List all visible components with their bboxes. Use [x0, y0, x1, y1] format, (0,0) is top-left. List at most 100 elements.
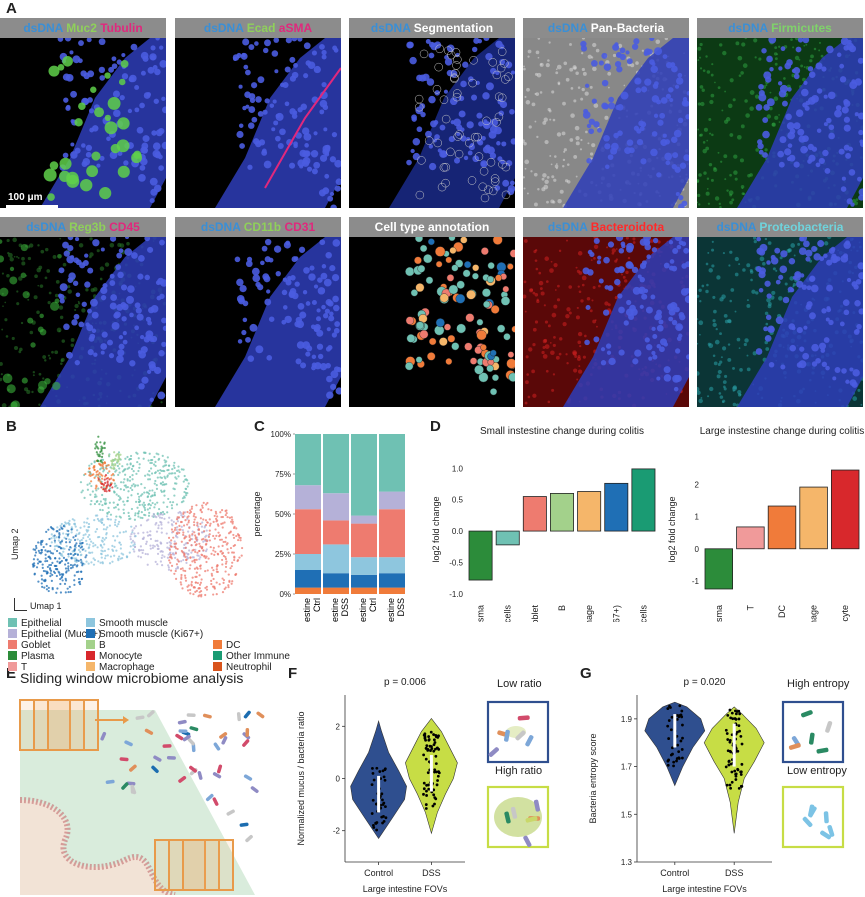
nucleus-dot: [59, 298, 65, 304]
umap-point: [64, 521, 67, 524]
data-point: [380, 798, 384, 802]
umap-point: [122, 500, 125, 503]
segmentation-outline: [492, 118, 501, 127]
data-point: [382, 819, 386, 823]
nucleus-dot: [106, 136, 111, 142]
reg3b-blob: [0, 287, 9, 297]
nucleus-dot: [418, 74, 427, 82]
umap-point: [111, 458, 114, 462]
umap-point: [166, 456, 169, 459]
umap-point: [143, 506, 146, 510]
umap-point: [201, 554, 204, 557]
texture-dot: [554, 289, 557, 291]
stacked-bar-segment: [351, 557, 377, 575]
umap-point: [124, 530, 128, 533]
umap-point: [121, 465, 124, 468]
texture-dot: [19, 347, 23, 352]
umap-point: [205, 560, 208, 564]
nucleus-dot: [159, 60, 166, 68]
umap-point: [78, 580, 82, 583]
umap-point: [143, 491, 146, 494]
x-tick-label: Small IntestineDSS: [386, 598, 406, 622]
umap-point: [60, 559, 64, 563]
data-point: [435, 770, 438, 774]
umap-point: [213, 587, 216, 590]
nucleus-dot: [293, 63, 298, 68]
umap-point: [127, 511, 130, 514]
nucleus-dot: [651, 350, 656, 356]
umap-point: [155, 521, 158, 525]
nucleus-dot: [269, 103, 275, 108]
legend-label: Goblet: [21, 640, 51, 651]
bar: [767, 505, 797, 550]
umap-point: [97, 435, 100, 438]
nucleus-dot: [284, 315, 292, 324]
tile-image: [523, 38, 689, 208]
nucleus-dot: [811, 361, 818, 367]
nucleus-dot: [121, 52, 126, 58]
umap-point: [142, 531, 145, 534]
umap-point: [45, 588, 49, 591]
umap-point: [183, 574, 187, 577]
nucleus-dot: [111, 321, 120, 330]
nucleus-dot: [98, 66, 106, 74]
nucleus-dot: [139, 157, 148, 166]
texture-dot: [557, 198, 562, 204]
nucleus-dot: [678, 240, 684, 246]
umap-point: [222, 581, 225, 584]
umap-point: [194, 581, 198, 584]
texture-dot: [702, 141, 706, 144]
umap-point: [180, 573, 183, 577]
nucleus-dot: [116, 303, 124, 311]
umap-point: [83, 525, 86, 528]
nucleus-dot: [686, 354, 689, 360]
data-point: [738, 712, 742, 716]
umap-point: [77, 548, 81, 552]
data-point: [370, 783, 374, 787]
nucleus-dot: [277, 142, 284, 149]
p-value: p = 0.020: [684, 677, 726, 688]
umap-point: [73, 523, 76, 526]
umap-point: [150, 472, 154, 475]
umap-point: [95, 484, 98, 487]
umap-point: [122, 531, 125, 534]
nucleus-dot: [619, 53, 626, 61]
nucleus-dot: [134, 325, 140, 331]
umap-point: [175, 567, 178, 571]
umap-point: [149, 504, 152, 507]
texture-dot: [625, 270, 629, 275]
muc2-blob: [117, 117, 130, 130]
nucleus-dot: [805, 304, 812, 310]
umap-point: [75, 570, 78, 574]
cell-annotation-dot: [463, 260, 472, 269]
umap-point: [139, 516, 142, 519]
texture-dot: [532, 342, 536, 347]
umap-point: [113, 545, 116, 548]
legend-item: Plasma: [8, 651, 54, 662]
tile-channel-label: dsDNA: [547, 220, 588, 234]
nucleus-dot: [633, 38, 640, 45]
texture-dot: [27, 298, 30, 301]
texture-dot: [705, 191, 710, 196]
nucleus-dot: [471, 46, 478, 53]
umap-point: [117, 459, 120, 462]
nucleus-dot: [118, 248, 124, 254]
nucleus-dot: [69, 50, 74, 55]
umap-point: [58, 536, 61, 539]
umap-point: [157, 453, 160, 456]
texture-dot: [562, 322, 567, 327]
texture-dot: [713, 167, 718, 172]
umap-point: [114, 506, 117, 509]
nucleus-dot: [799, 346, 805, 352]
data-point: [429, 749, 432, 752]
segmentation-outline: [435, 44, 444, 54]
bacterium: [153, 755, 162, 762]
nucleus-dot: [335, 387, 341, 395]
umap-point: [188, 567, 191, 570]
data-point: [427, 738, 431, 742]
texture-dot: [813, 47, 817, 51]
segmentation-outline: [424, 136, 434, 145]
texture-dot: [523, 67, 526, 71]
cell-annotation-dot: [427, 238, 435, 246]
umap-point: [167, 564, 170, 567]
